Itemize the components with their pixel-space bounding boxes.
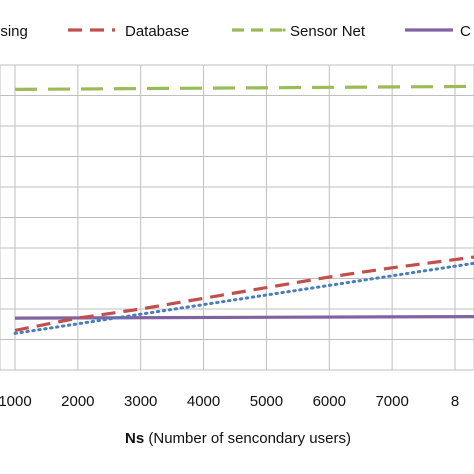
- x-axis-title: Ns (Number of sencondary users): [125, 430, 351, 447]
- plot-border: [0, 64, 474, 371]
- legend-label: Sensor Net: [290, 23, 366, 40]
- x-tick-label: 8: [451, 393, 459, 410]
- series-line-sensor-net: [14, 84, 474, 91]
- x-tick-label: 1000: [0, 393, 32, 410]
- x-axis-title-bold: Ns: [125, 430, 144, 447]
- x-axis-title-rest: (Number of sencondary users): [148, 430, 351, 447]
- x-tick-label: 5000: [250, 393, 283, 410]
- x-tick-label: 2000: [61, 393, 94, 410]
- legend-label: C: [460, 23, 471, 40]
- x-tick-label: 3000: [124, 393, 157, 410]
- legend: nsing Database Sensor Net C: [0, 23, 471, 40]
- series-line-database: [14, 255, 474, 332]
- series-line-nsing: [13, 261, 474, 335]
- x-tick-labels: 1000 2000 3000 4000 5000 6000 7000 8: [0, 393, 459, 410]
- legend-label: nsing: [0, 23, 28, 40]
- legend-label: Database: [125, 23, 189, 40]
- legend-swatch-dot: [282, 28, 286, 32]
- series-line-c: [14, 315, 474, 320]
- x-tick-label: 6000: [313, 393, 346, 410]
- series-layer: [13, 84, 474, 335]
- x-tick-label: 7000: [375, 393, 408, 410]
- plot-area: [0, 64, 474, 371]
- x-tick-label: 4000: [187, 393, 220, 410]
